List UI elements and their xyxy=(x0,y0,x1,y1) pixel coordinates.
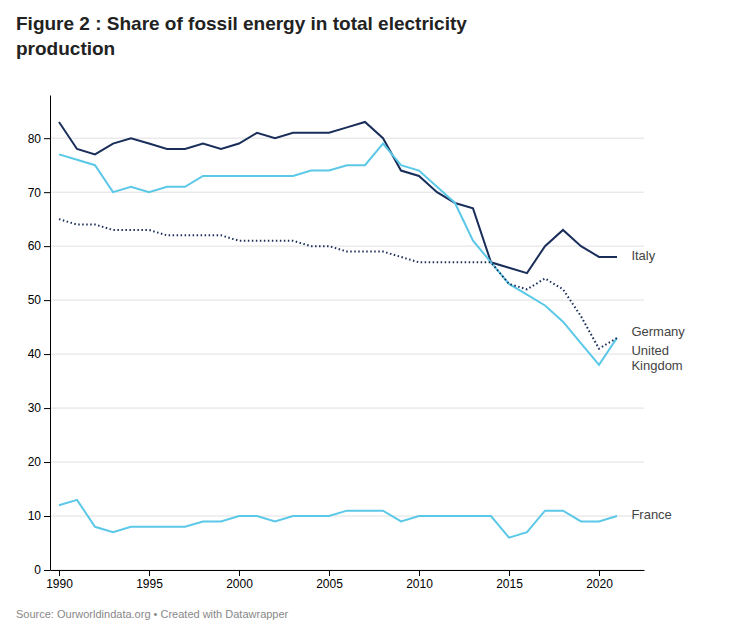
y-tick-label: 30 xyxy=(28,401,42,415)
line xyxy=(59,122,617,273)
x-axis: 1990 1995 2000 2005 2010 2015 2020 xyxy=(46,570,644,591)
x-tick-mark xyxy=(59,570,60,576)
y-tick-label: 70 xyxy=(28,185,42,199)
series-label-line: Kingdom xyxy=(631,358,682,373)
title-line: Figure 2 : Share of fossil energy in tot… xyxy=(16,13,467,34)
grid-line xyxy=(50,246,644,247)
x-tick-label: 2000 xyxy=(226,577,253,591)
x-tick-label: 1990 xyxy=(46,577,73,591)
y-tick: 20 xyxy=(28,455,50,469)
y-tick-mark xyxy=(44,408,50,409)
y-tick-label: 80 xyxy=(28,132,42,146)
x-tick-mark xyxy=(419,570,420,576)
y-tick-mark xyxy=(44,138,50,139)
y-tick: 60 xyxy=(28,239,50,253)
x-tick: 2010 xyxy=(406,570,433,591)
series-label: Italy xyxy=(631,248,655,263)
y-tick-mark xyxy=(44,570,50,571)
y-tick: 70 xyxy=(28,185,50,199)
x-tick: 2015 xyxy=(496,570,523,591)
y-tick-label: 10 xyxy=(28,509,42,523)
grid-line xyxy=(50,138,644,139)
x-tick-mark xyxy=(599,570,600,576)
title-line: production xyxy=(16,38,115,59)
y-tick: 30 xyxy=(28,401,50,415)
y-tick-mark xyxy=(44,462,50,463)
x-tick-mark xyxy=(509,570,510,576)
x-tick-mark xyxy=(149,570,150,576)
series-label: France xyxy=(631,507,671,522)
grid-line xyxy=(50,300,644,301)
x-tick-label: 2005 xyxy=(316,577,343,591)
y-tick-label: 60 xyxy=(28,239,42,253)
y-tick-mark xyxy=(44,354,50,355)
grid-line xyxy=(50,570,644,571)
grid-line xyxy=(50,354,644,355)
y-tick-mark xyxy=(44,246,50,247)
y-tick-label: 0 xyxy=(34,563,41,577)
lines xyxy=(59,122,617,538)
x-tick-mark xyxy=(239,570,240,576)
grid-line xyxy=(50,516,644,517)
x-tick: 2020 xyxy=(586,570,613,591)
y-axis: 0 10 20 30 40 50 60 70 80 xyxy=(28,96,51,578)
title: Figure 2 : Share of fossil energy in tot… xyxy=(16,13,467,59)
y-tick-mark xyxy=(44,516,50,517)
x-tick-mark xyxy=(329,570,330,576)
y-tick-mark xyxy=(44,300,50,301)
y-tick-mark xyxy=(44,192,50,193)
y-tick: 0 xyxy=(34,563,50,577)
x-tick-label: 2015 xyxy=(496,577,523,591)
y-tick-label: 20 xyxy=(28,455,42,469)
series-label-line: France xyxy=(631,507,671,522)
grid-line xyxy=(50,462,644,463)
grid-line xyxy=(50,192,644,193)
line xyxy=(59,144,617,365)
x-tick: 1995 xyxy=(136,570,163,591)
y-tick-label: 40 xyxy=(28,347,42,361)
x-tick: 2000 xyxy=(226,570,253,591)
y-tick: 40 xyxy=(28,347,50,361)
y-tick: 10 xyxy=(28,509,50,523)
x-tick-label: 2020 xyxy=(586,577,613,591)
series-label-line: United xyxy=(631,343,669,358)
grid xyxy=(50,138,644,570)
series-label-line: Germany xyxy=(631,324,685,339)
series-label: UnitedKingdom xyxy=(631,343,682,373)
x-tick: 2005 xyxy=(316,570,343,591)
annotations: Italy Germany UnitedKingdom France xyxy=(631,248,685,522)
x-tick: 1990 xyxy=(46,570,73,591)
y-tick: 50 xyxy=(28,293,50,307)
line xyxy=(59,219,617,349)
y-tick-label: 50 xyxy=(28,293,42,307)
chart: Figure 2 : Share of fossil energy in tot… xyxy=(0,0,754,630)
source: Source: Ourworldindata.org • Created wit… xyxy=(16,608,289,620)
series-label-line: Italy xyxy=(631,248,655,263)
x-axis-line xyxy=(51,570,645,571)
x-tick-label: 1995 xyxy=(136,577,163,591)
y-axis-line xyxy=(50,96,51,571)
line xyxy=(59,500,617,538)
y-tick: 80 xyxy=(28,132,50,146)
series-label: Germany xyxy=(631,324,685,339)
grid-line xyxy=(50,408,644,409)
x-tick-label: 2010 xyxy=(406,577,433,591)
